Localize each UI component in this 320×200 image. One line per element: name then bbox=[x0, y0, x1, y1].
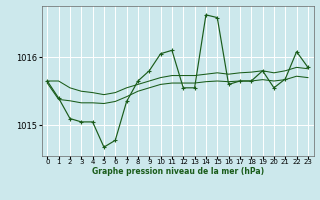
X-axis label: Graphe pression niveau de la mer (hPa): Graphe pression niveau de la mer (hPa) bbox=[92, 167, 264, 176]
